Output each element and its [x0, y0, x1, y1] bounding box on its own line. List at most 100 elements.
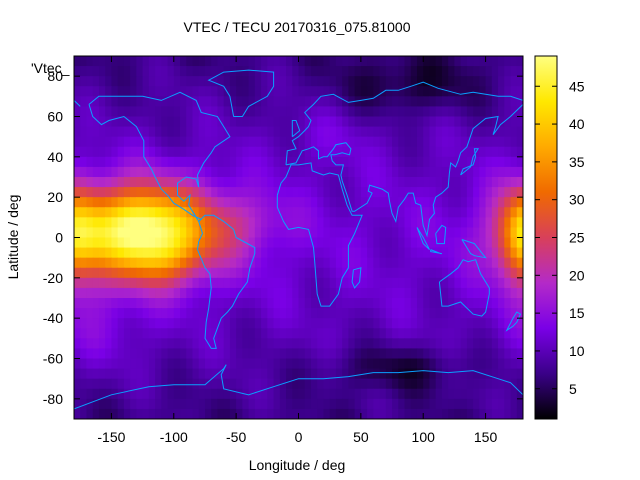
heat-cell [329, 56, 337, 67]
heat-cell [385, 96, 393, 108]
heat-cell [441, 116, 449, 128]
heat-cell [161, 166, 169, 178]
heat-cell [98, 398, 106, 410]
heat-cell [323, 76, 331, 87]
heat-cell [498, 96, 505, 108]
heat-cell [261, 257, 268, 269]
heat-cell [267, 287, 275, 299]
heat-cell [435, 126, 443, 138]
heat-cell [80, 227, 88, 239]
heat-cell [292, 287, 300, 299]
heat-cell [504, 287, 512, 299]
heat-cell [180, 237, 187, 249]
heat-cell [329, 197, 337, 208]
heat-cell [279, 166, 287, 178]
heat-cell [491, 338, 499, 350]
heat-cell [298, 237, 306, 249]
heat-cell [98, 338, 106, 350]
heat-cell [498, 358, 505, 370]
heat-cell [435, 398, 443, 410]
heat-cell [242, 308, 250, 319]
heat-cell [198, 378, 206, 390]
heat-cell [498, 398, 505, 410]
heat-cell [74, 126, 81, 138]
heat-cell [261, 368, 268, 380]
heat-cell [92, 308, 100, 319]
heat-cell [367, 96, 374, 108]
heat-cell [373, 298, 381, 309]
heat-cell [392, 378, 399, 390]
heat-cell [404, 146, 412, 158]
colorbar-tick-label: 5 [569, 381, 577, 397]
heat-cell [217, 287, 225, 299]
heat-cell [130, 116, 137, 128]
heat-cell [448, 247, 456, 259]
heat-cell [92, 156, 100, 168]
heat-cell [423, 277, 431, 289]
heat-cell [248, 267, 256, 279]
heat-cell [491, 187, 499, 198]
heat-cell [479, 106, 487, 118]
heat-cell [317, 348, 325, 360]
heat-cell [504, 368, 512, 380]
heat-cell [74, 96, 81, 108]
heat-cell [86, 358, 94, 370]
heat-cell [130, 106, 137, 118]
heat-cell [273, 338, 281, 350]
heat-cell [466, 166, 474, 178]
heat-cell [479, 187, 487, 198]
heat-cell [373, 187, 381, 198]
heat-cell [130, 136, 137, 148]
heat-cell [155, 237, 162, 249]
heat-cell [304, 257, 312, 269]
heat-cell [410, 227, 418, 239]
heat-cell [167, 237, 175, 249]
heat-cell [167, 56, 175, 67]
heat-cell [479, 116, 487, 128]
heat-cell [105, 66, 113, 77]
heat-cell [441, 378, 449, 390]
heat-cell [223, 166, 231, 178]
heat-cell [173, 156, 181, 168]
heat-cell [441, 298, 449, 309]
heat-cell [491, 318, 499, 329]
heat-cell [323, 388, 331, 400]
heat-cell [148, 197, 156, 208]
heat-cell [466, 66, 474, 77]
heat-cell [74, 298, 81, 309]
heat-cell [105, 217, 113, 229]
heat-cell [217, 177, 225, 188]
heat-cell [273, 358, 281, 370]
heat-cell [335, 86, 343, 97]
heat-cell [398, 227, 406, 239]
heat-cell [360, 166, 368, 178]
heat-cell [410, 106, 418, 118]
y-tick-label: -20 [43, 270, 63, 286]
heat-cell [473, 388, 480, 400]
heat-cell [398, 348, 406, 360]
heat-cell [423, 267, 431, 279]
heat-cell [229, 358, 237, 370]
heat-cell [242, 318, 250, 329]
heat-cell [448, 217, 456, 229]
heat-cell [404, 126, 412, 138]
heat-cell [80, 177, 88, 188]
heat-cell [80, 247, 88, 259]
heat-cell [148, 177, 156, 188]
heat-cell [292, 227, 300, 239]
heat-cell [92, 388, 100, 400]
heat-cell [161, 56, 169, 67]
heat-cell [155, 96, 162, 108]
heat-cell [161, 177, 169, 188]
heat-cell [398, 277, 406, 289]
heat-cell [261, 388, 268, 400]
heat-cell [385, 338, 393, 350]
heat-cell [204, 56, 212, 67]
heat-cell [92, 368, 100, 380]
heat-cell [429, 237, 437, 249]
heat-cell [192, 217, 200, 229]
heat-cell [429, 156, 437, 168]
heat-cell [192, 56, 200, 67]
heat-cell [273, 76, 281, 87]
